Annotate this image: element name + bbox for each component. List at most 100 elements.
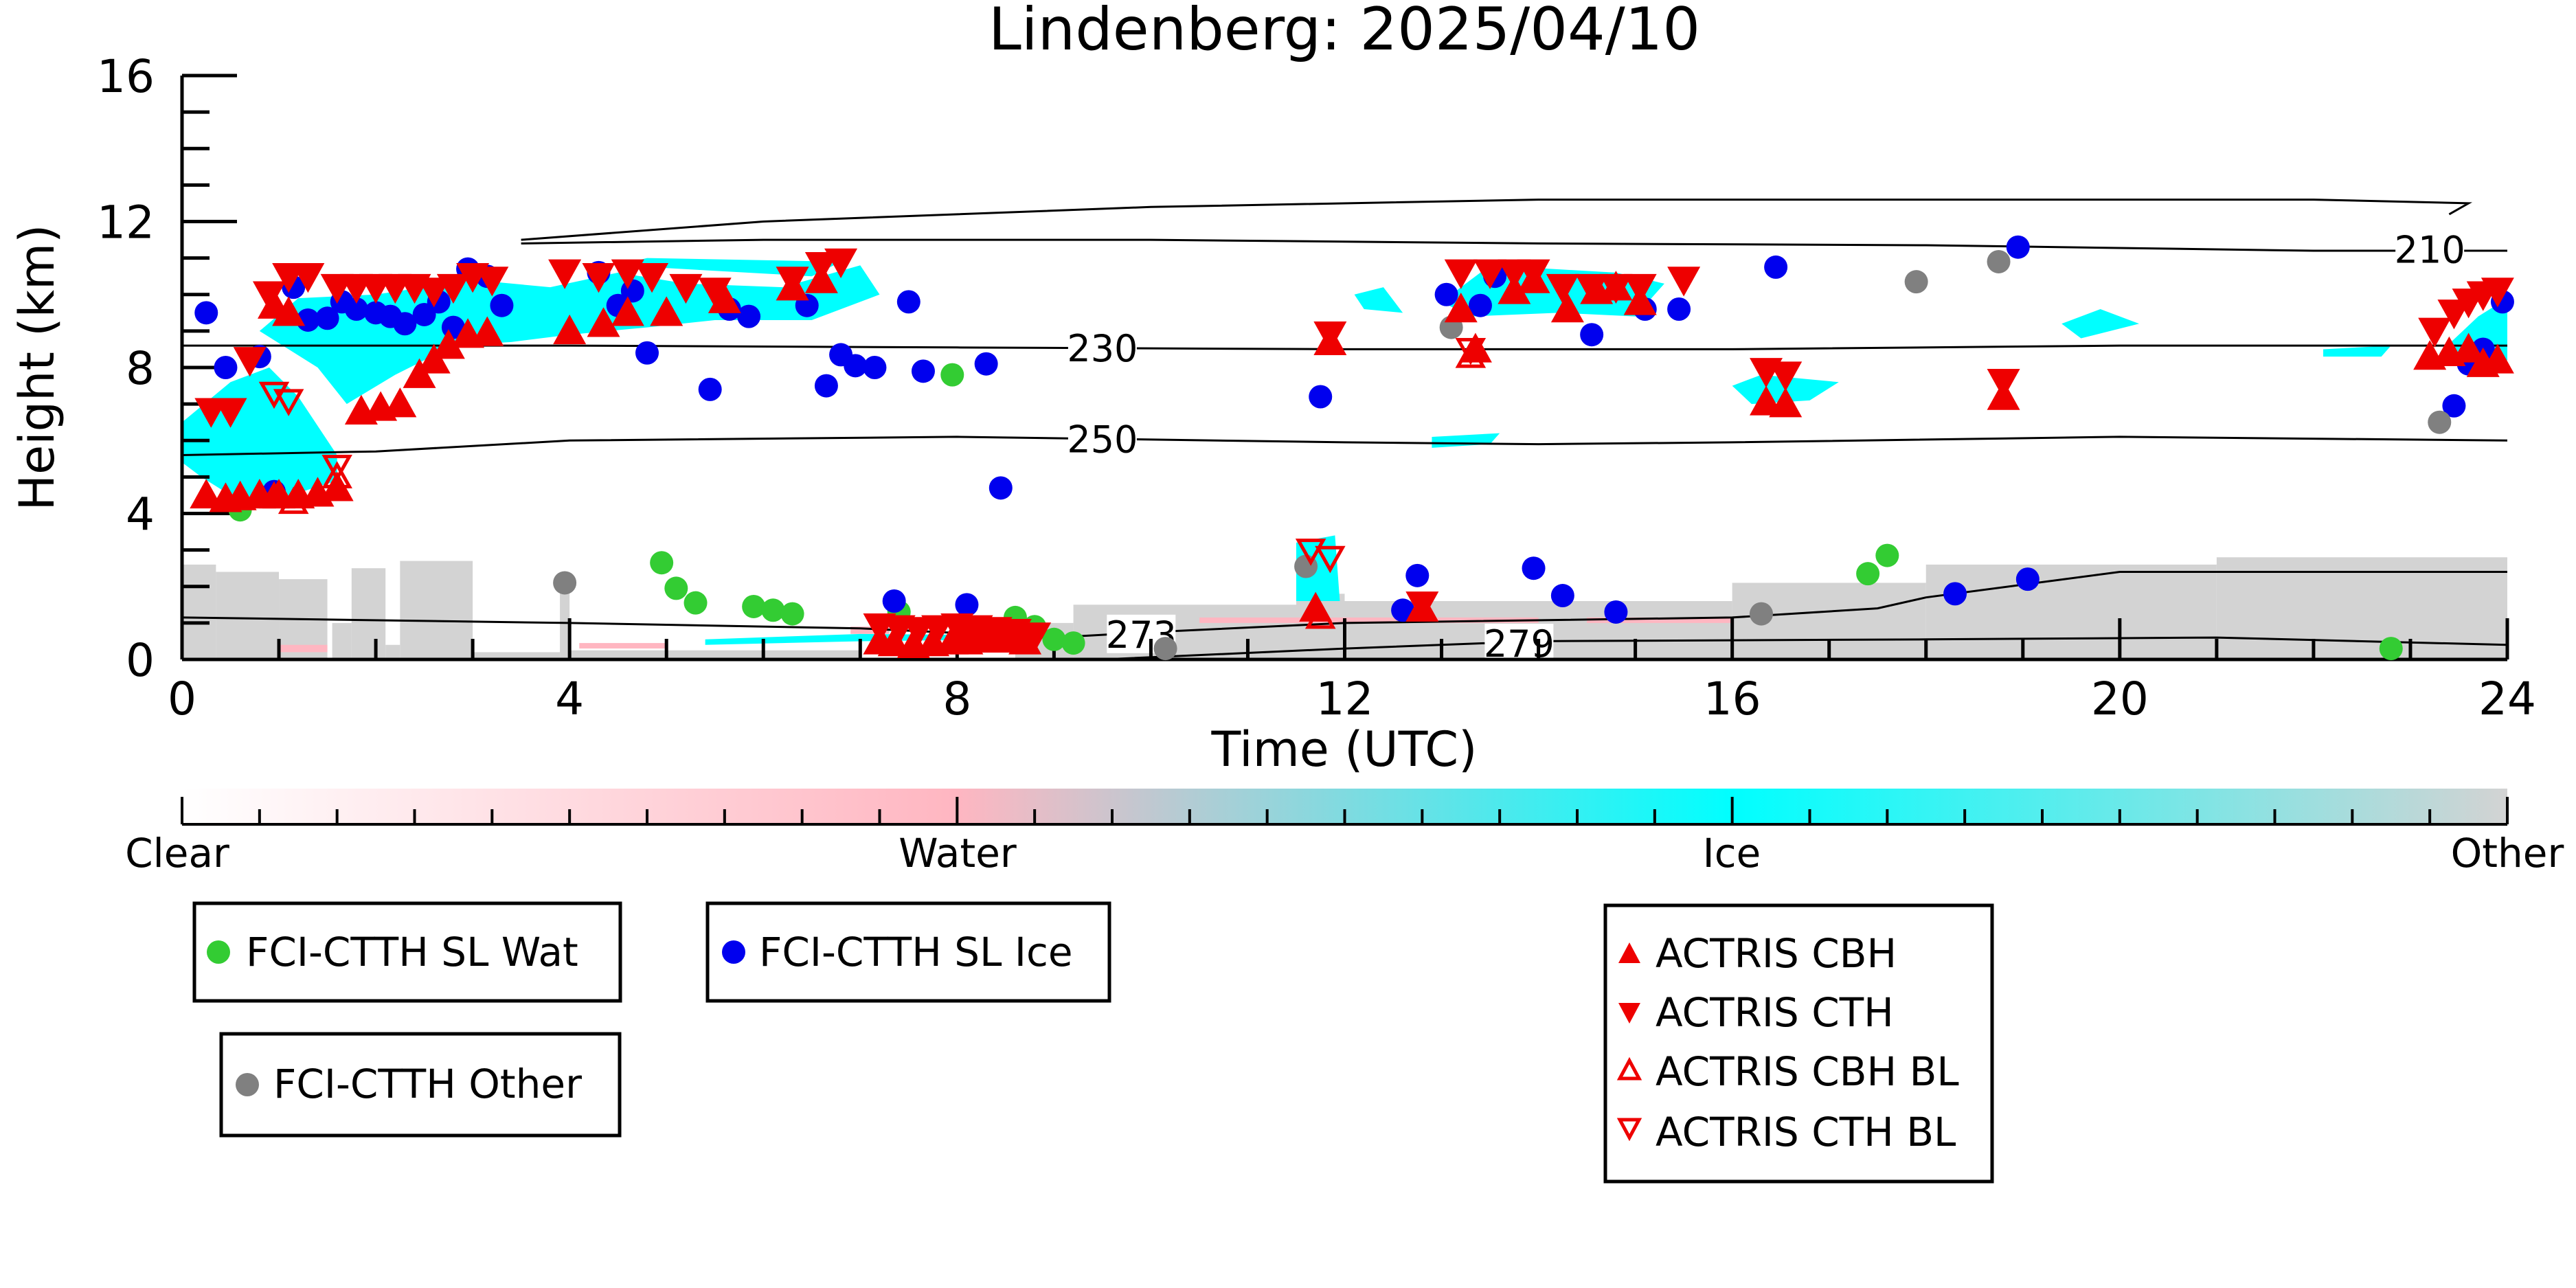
marker-actris-cth-bl-1 bbox=[273, 389, 304, 416]
marker-fci-ctth-sl-ice-47 bbox=[1667, 297, 1691, 321]
marker-fci-ctth-other-0 bbox=[553, 571, 577, 595]
marker-fci-ctth-other-4 bbox=[1749, 602, 1773, 626]
marker-actris-cth-5 bbox=[291, 262, 325, 293]
y-tick-label-12: 12 bbox=[97, 196, 155, 249]
x-tick-label-12: 12 bbox=[1316, 673, 1374, 725]
colorbar-label-other: Other bbox=[2451, 830, 2564, 877]
marker-actris-cbh-18 bbox=[553, 314, 587, 345]
marker-actris-cth-35 bbox=[1444, 259, 1478, 289]
marker-actris-cth-11 bbox=[417, 278, 451, 308]
x-tick-label-16: 16 bbox=[1704, 673, 1761, 725]
marker-actris-cth-43 bbox=[1667, 267, 1701, 297]
curtain-other-1 bbox=[216, 572, 280, 659]
legend-actris: ACTRIS CBH ACTRIS CTH ACTRIS CBH BL ACTR… bbox=[1603, 903, 1994, 1184]
legend-label-sl-ice: FCI-CTTH SL Ice bbox=[759, 929, 1073, 975]
marker-actris-cth-40 bbox=[1575, 273, 1609, 304]
tropopause-contour bbox=[521, 199, 2473, 241]
legend-label-cbh: ACTRIS CBH bbox=[1656, 930, 1897, 977]
marker-actris-cbh-bl-2 bbox=[321, 461, 352, 488]
marker-fci-ctth-sl-ice-49 bbox=[1943, 582, 1967, 606]
marker-fci-ctth-sl-ice-29 bbox=[863, 356, 887, 379]
marker-actris-cth-19 bbox=[669, 273, 703, 304]
legend-label-cth: ACTRIS CTH bbox=[1656, 989, 1894, 1036]
curtain-ice-9 bbox=[2061, 309, 2140, 339]
contour-line-250 bbox=[182, 436, 2507, 456]
marker-actris-cth-34 bbox=[1405, 591, 1439, 622]
x-tick-labels: 0 4 8 12 16 20 24 bbox=[168, 673, 2536, 725]
marker-actris-cbh-39 bbox=[1498, 274, 1531, 304]
marker-actris-cth-3 bbox=[252, 281, 286, 311]
marker-fci-ctth-sl-wat-8 bbox=[940, 363, 964, 387]
marker-fci-ctth-sl-wat-4 bbox=[742, 594, 766, 618]
colorbar-ticks bbox=[181, 797, 2509, 826]
curtain-water-3 bbox=[1199, 617, 1539, 623]
marker-fci-ctth-sl-ice-51 bbox=[2015, 567, 2040, 591]
marker-actris-cbh-22 bbox=[708, 283, 741, 313]
marker-actris-cth-41 bbox=[1599, 273, 1633, 304]
x-tick-label-24: 24 bbox=[2478, 673, 2536, 725]
marker-actris-cth-1 bbox=[214, 398, 247, 428]
marker-fci-ctth-sl-ice-31 bbox=[896, 290, 920, 314]
marker-actris-cbh-13 bbox=[431, 329, 465, 359]
colorbar-label-water: Water bbox=[899, 830, 1017, 877]
marker-actris-cbh-20 bbox=[611, 296, 644, 326]
marker-actris-cth-12 bbox=[436, 273, 470, 304]
curtain-ice-10 bbox=[1432, 433, 1500, 448]
marker-fci-ctth-sl-wat-12 bbox=[1061, 631, 1085, 655]
y-tick-label-0: 0 bbox=[126, 634, 155, 687]
marker-actris-cth-22 bbox=[804, 252, 838, 282]
contour-label-250: 250 bbox=[1067, 418, 1138, 462]
marker-fci-ctth-other-6 bbox=[1987, 249, 2011, 273]
marker-fci-ctth-other-7 bbox=[2428, 410, 2452, 434]
contour-line-230 bbox=[182, 344, 2507, 350]
marker-actris-cth-23 bbox=[824, 248, 858, 278]
marker-actris-cth-46 bbox=[1987, 369, 2020, 399]
contour-label-bg-250 bbox=[1067, 419, 1137, 458]
marker-actris-cbh-52 bbox=[2481, 343, 2514, 374]
marker-fci-ctth-sl-ice-38 bbox=[1405, 563, 1430, 587]
marker-actris-cth-47 bbox=[2418, 317, 2452, 348]
contour-label-210: 210 bbox=[2395, 228, 2465, 271]
marker-actris-cbh-bl-3 bbox=[1304, 601, 1336, 629]
marker-actris-cth-39 bbox=[1546, 273, 1579, 304]
marker-actris-cbh-bl-1 bbox=[278, 486, 309, 515]
marker-fci-ctth-sl-wat-11 bbox=[1042, 627, 1066, 651]
marker-fci-ctth-other-5 bbox=[1904, 270, 1928, 294]
contour-label-bg-230 bbox=[1067, 328, 1137, 367]
marker-fci-ctth-sl-ice-48 bbox=[1764, 255, 1788, 279]
legend-label-sl-wat: FCI-CTTH SL Wat bbox=[246, 929, 578, 975]
marker-fci-ctth-sl-wat-5 bbox=[761, 598, 785, 622]
marker-actris-cbh-0 bbox=[190, 478, 223, 509]
x-tick-label-4: 4 bbox=[555, 673, 584, 725]
legend-sl-ice: FCI-CTTH SL Ice bbox=[705, 901, 1111, 1003]
y-axis-label: Height (km) bbox=[9, 225, 65, 511]
marker-actris-cth-42 bbox=[1623, 273, 1657, 304]
marker-actris-cth-bl-2 bbox=[321, 454, 352, 482]
marker-actris-cbh-10 bbox=[383, 387, 417, 418]
x-tick-label-0: 0 bbox=[168, 673, 196, 725]
curtain-other-9 bbox=[569, 650, 861, 659]
curtain-other-6 bbox=[400, 561, 473, 659]
marker-fci-ctth-sl-ice-45 bbox=[1604, 600, 1628, 624]
y-tick-label-16: 16 bbox=[97, 50, 155, 103]
marker-actris-cbh-17 bbox=[272, 296, 306, 326]
marker-actris-cth-21 bbox=[776, 267, 809, 297]
marker-actris-cth-18 bbox=[635, 262, 669, 293]
marker-fci-ctth-sl-ice-35 bbox=[988, 476, 1013, 500]
marker-actris-cbh-21 bbox=[650, 296, 683, 326]
marker-actris-cth-36 bbox=[1473, 259, 1507, 289]
curtain-other-0 bbox=[182, 564, 216, 659]
contour-label-bg-279 bbox=[1484, 624, 1554, 663]
marker-actris-cbh-37 bbox=[1444, 293, 1478, 323]
marker-fci-ctth-sl-ice-39 bbox=[1434, 282, 1458, 306]
marker-actris-cbh-15 bbox=[471, 316, 504, 346]
curtain-water-4 bbox=[1587, 617, 1732, 623]
curtain-water-0 bbox=[279, 644, 328, 653]
marker-actris-cth-14 bbox=[475, 267, 509, 297]
marker-fci-ctth-sl-ice-43 bbox=[1550, 584, 1574, 608]
curtain-water-1 bbox=[579, 643, 667, 649]
marker-fci-ctth-sl-wat-6 bbox=[780, 602, 804, 626]
contour-label-230: 230 bbox=[1067, 327, 1138, 370]
marker-actris-cth-20 bbox=[698, 278, 732, 308]
